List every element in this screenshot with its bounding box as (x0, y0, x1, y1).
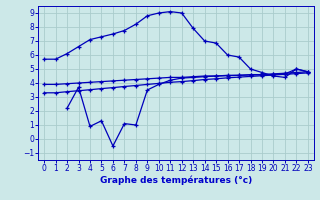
X-axis label: Graphe des températures (°c): Graphe des températures (°c) (100, 176, 252, 185)
